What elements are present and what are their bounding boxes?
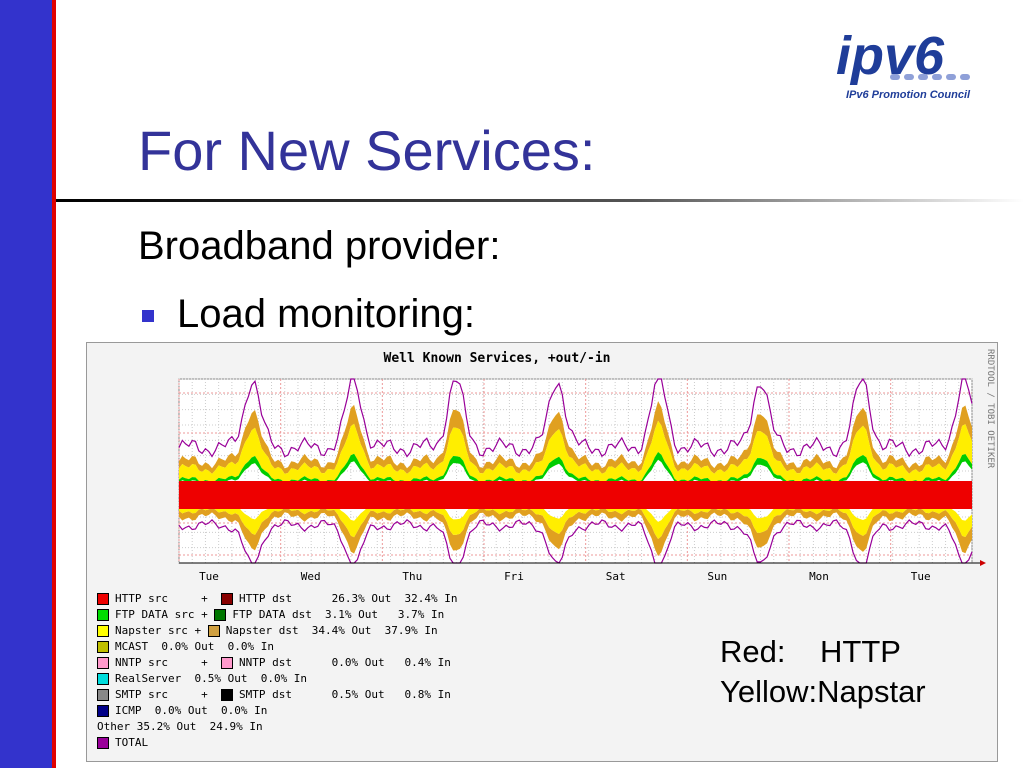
x-axis-arrow xyxy=(980,560,986,566)
chart-plot-area: Tue Wed Thu Fri Sat Sun Mon Tue xyxy=(178,377,986,583)
legend-row: MCAST 0.0% Out 0.0% In xyxy=(97,639,458,655)
legend-label: ICMP 0.0% Out 0.0% In xyxy=(115,704,268,717)
color-note: Red: HTTP Yellow:Napstar xyxy=(720,632,926,712)
chart-credit: RRDTOOL / TOBI OETIKER xyxy=(985,349,995,469)
legend-label: TOTAL xyxy=(115,736,149,749)
bullet-text: Load monitoring: xyxy=(177,292,475,336)
legend-swatch xyxy=(220,657,233,669)
legend-swatch xyxy=(97,737,109,749)
legend-swatch xyxy=(220,689,233,701)
x-tick-label: Tue xyxy=(911,570,931,583)
note-yellow-line: Yellow:Napstar xyxy=(720,674,926,709)
legend-row: RealServer 0.5% Out 0.0% In xyxy=(97,671,458,687)
x-tick-label: Wed xyxy=(301,570,321,583)
legend-row: HTTP src + HTTP dst 26.3% Out 32.4% In xyxy=(97,591,458,607)
x-tick-label: Sun xyxy=(707,570,727,583)
ipv6-logo: ipv6 IPv6 Promotion Council xyxy=(836,26,971,101)
legend-row: SMTP src + SMTP dst 0.5% Out 0.8% In xyxy=(97,687,458,703)
legend-label: Napster dst 34.4% Out 37.9% In xyxy=(225,624,438,637)
traffic-chart: Well Known Services, +out/-in RRDTOOL / … xyxy=(86,342,998,762)
legend-swatch xyxy=(97,689,109,701)
bullet-marker xyxy=(142,310,154,322)
legend-swatch xyxy=(97,593,109,605)
legend-label: SMTP dst 0.5% Out 0.8% In xyxy=(238,688,451,701)
x-tick-label: Tue xyxy=(199,570,219,583)
legend-row: NNTP src + NNTP dst 0.0% Out 0.4% In xyxy=(97,655,458,671)
legend-row: FTP DATA src + FTP DATA dst 3.1% Out 3.7… xyxy=(97,607,458,623)
legend-swatch xyxy=(97,673,109,685)
note-red-key: Red: xyxy=(720,634,786,669)
legend-swatch xyxy=(207,625,220,637)
legend-label: RealServer 0.5% Out 0.0% In xyxy=(115,672,308,685)
left-red-stripe xyxy=(52,0,56,768)
legend-label: SMTP src + xyxy=(115,688,221,701)
legend-label: MCAST 0.0% Out 0.0% In xyxy=(115,640,274,653)
chart-legend: HTTP src + HTTP dst 26.3% Out 32.4% In FT… xyxy=(97,591,458,751)
series-other-out xyxy=(179,401,972,474)
slide-title: For New Services: xyxy=(138,119,596,182)
logo-dots xyxy=(890,74,970,80)
x-tick-label: Fri xyxy=(504,570,524,583)
chart-title: Well Known Services, +out/-in xyxy=(383,351,611,366)
series-http xyxy=(179,481,972,509)
x-tick-label: Sat xyxy=(606,570,626,583)
legend-label: FTP DATA dst 3.1% Out 3.7% In xyxy=(232,608,445,621)
legend-row: ICMP 0.0% Out 0.0% In xyxy=(97,703,458,719)
series-other-in xyxy=(179,507,972,557)
legend-swatch xyxy=(97,705,109,717)
legend-row: TOTAL xyxy=(97,735,458,751)
note-red-line: Red: HTTP xyxy=(720,632,926,672)
legend-label: NNTP src + xyxy=(115,656,221,669)
series-napster-in xyxy=(179,502,972,539)
legend-label: Napster src + xyxy=(115,624,208,637)
series-ftp-out xyxy=(179,452,972,485)
legend-label: NNTP dst 0.0% Out 0.4% In xyxy=(238,656,451,669)
x-tick-label: Mon xyxy=(809,570,829,583)
note-red-value: HTTP xyxy=(820,634,901,669)
legend-label: FTP DATA src + xyxy=(115,608,215,621)
legend-swatch xyxy=(97,609,109,621)
legend-row: Napster src + Napster dst 34.4% Out 37.9… xyxy=(97,623,458,639)
legend-label: Other 35.2% Out 24.9% In xyxy=(97,720,263,733)
legend-label: HTTP src + xyxy=(115,592,221,605)
legend-swatch xyxy=(97,641,109,653)
legend-swatch xyxy=(214,609,227,621)
legend-swatch xyxy=(97,625,109,637)
series-total-in xyxy=(178,518,973,564)
series-napster-out xyxy=(179,420,972,483)
logo-caption: IPv6 Promotion Council xyxy=(846,89,971,101)
slide-subtitle: Broadband provider: xyxy=(138,224,501,268)
legend-label: HTTP dst 26.3% Out 32.4% In xyxy=(238,592,458,605)
legend-row: Other 35.2% Out 24.9% In xyxy=(97,719,458,735)
x-tick-label: Thu xyxy=(402,570,422,583)
legend-swatch xyxy=(97,657,109,669)
title-divider xyxy=(56,199,1024,202)
series-total-out xyxy=(178,377,973,458)
legend-swatch xyxy=(220,593,233,605)
left-accent-bar xyxy=(0,0,52,768)
